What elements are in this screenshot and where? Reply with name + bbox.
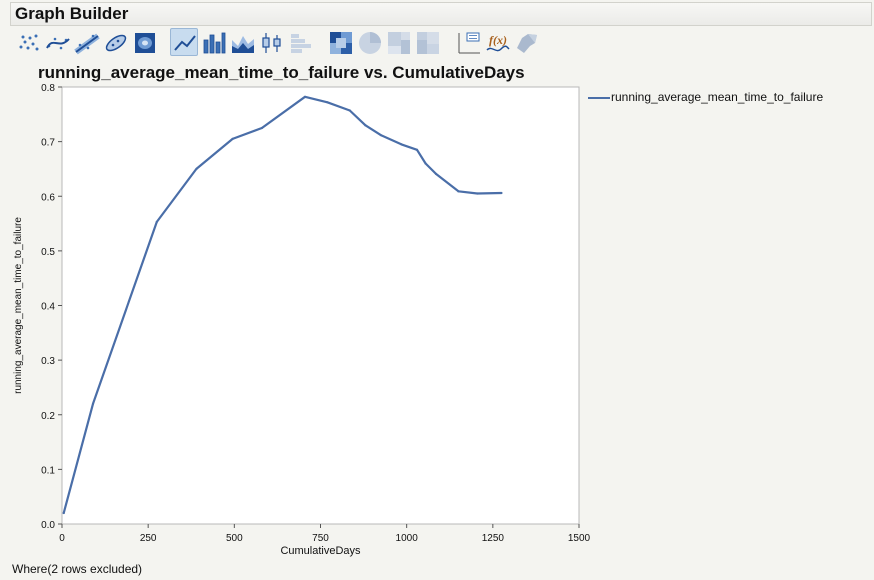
x-tick-label: 1250 [482, 533, 505, 544]
box-plot-icon [262, 33, 281, 53]
y-tick-label: 0.1 [41, 465, 55, 476]
pie-button[interactable] [355, 28, 383, 56]
box-plot-button[interactable] [257, 28, 285, 56]
status-text: Where(2 rows excluded) [12, 562, 143, 576]
x-tick-label: 500 [226, 533, 243, 544]
caption-box-icon [458, 32, 480, 54]
plot-area [61, 86, 580, 525]
data-point [260, 126, 264, 130]
histogram-icon [291, 34, 311, 53]
map-shapes-icon [517, 34, 537, 53]
data-point [303, 95, 307, 98]
map-shapes-button[interactable] [512, 28, 540, 56]
line-of-fit-icon [74, 33, 100, 55]
data-point [424, 162, 427, 165]
bar-button[interactable] [199, 28, 227, 56]
y-tick-label: 0.0 [41, 520, 55, 531]
pie-chart-icon [359, 32, 381, 54]
data-point [500, 191, 503, 195]
y-tick-label: 0.4 [41, 302, 55, 313]
x-tick-label: 1000 [396, 533, 419, 544]
data-point [155, 220, 158, 224]
y-tick-label: 0.3 [41, 356, 55, 367]
y-tick-label: 0.8 [41, 83, 55, 94]
scatter-points-icon [19, 34, 39, 51]
x-tick-label: 1500 [568, 533, 591, 544]
data-point [231, 137, 234, 140]
data-point [400, 143, 403, 146]
data-point [326, 101, 329, 104]
treemap-button[interactable] [384, 28, 412, 56]
caption-box-button[interactable] [454, 28, 482, 56]
data-point [379, 133, 382, 137]
svg-text:f(x): f(x) [489, 33, 507, 47]
window-titlebar: Graph Builder [10, 2, 872, 26]
contour-button[interactable] [130, 28, 158, 56]
ellipse-icon [105, 34, 127, 52]
histogram-button[interactable] [286, 28, 314, 56]
ellipse-button[interactable] [101, 28, 129, 56]
data-point [62, 511, 65, 515]
heatmap-icon [330, 32, 352, 54]
x-tick-label: 750 [312, 533, 329, 544]
window-title: Graph Builder [15, 4, 129, 23]
smoother-icon [46, 37, 70, 50]
element-toolbar: f(x) [14, 28, 554, 58]
formula-button[interactable]: f(x) [483, 28, 511, 56]
y-axis-label: running_average_mean_time_to_failure [13, 217, 24, 394]
y-tick-label: 0.5 [41, 247, 55, 258]
heatmap-button[interactable] [326, 28, 354, 56]
y-tick-label: 0.6 [41, 192, 55, 203]
legend-swatch [588, 97, 610, 99]
area-button[interactable] [228, 28, 256, 56]
smoother-button[interactable] [43, 28, 71, 56]
bar-chart-icon [203, 32, 226, 54]
mosaic-button[interactable] [413, 28, 441, 56]
y-tick-label: 0.7 [41, 138, 55, 149]
data-point [195, 167, 198, 171]
chart-title: running_average_mean_time_to_failure vs.… [38, 63, 525, 82]
line-chart-icon [174, 35, 196, 51]
contour-icon [135, 33, 155, 53]
x-tick-label: 250 [140, 533, 157, 544]
data-point [476, 192, 479, 195]
mosaic-icon [417, 32, 439, 54]
x-tick-label: 0 [59, 533, 65, 544]
data-point [415, 148, 419, 151]
data-point [457, 190, 460, 193]
y-tick-label: 0.2 [41, 411, 55, 422]
area-chart-icon [232, 36, 254, 53]
data-point [91, 402, 95, 405]
data-point [364, 124, 367, 127]
series-line-0 [62, 95, 502, 514]
line-button[interactable] [170, 28, 198, 56]
treemap-icon [388, 32, 410, 54]
points-button[interactable] [14, 28, 42, 56]
x-axis-label: CumulativeDays [280, 545, 361, 557]
data-point [348, 109, 351, 112]
formula-icon: f(x) [486, 33, 510, 52]
data-point [434, 172, 438, 175]
line-of-fit-button[interactable] [72, 28, 100, 56]
legend-label: running_average_mean_time_to_failure [611, 90, 824, 104]
